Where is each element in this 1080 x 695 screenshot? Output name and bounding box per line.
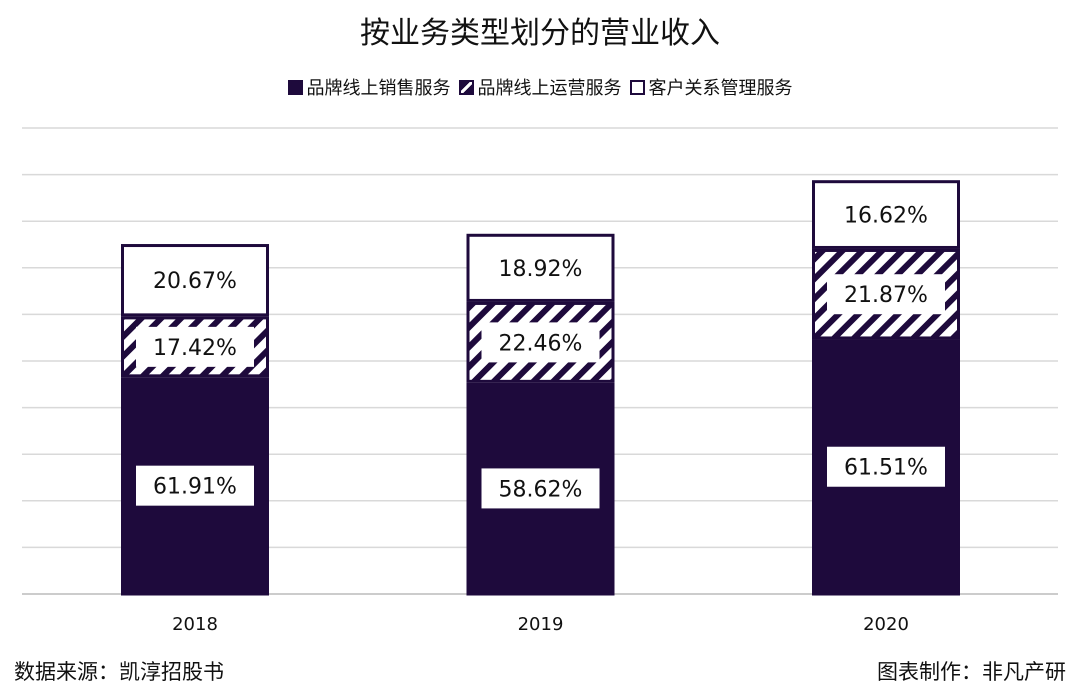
- bar-segment: [466, 233, 615, 302]
- x-tick-label: 2020: [863, 614, 909, 635]
- data-label: 16.62%: [844, 204, 928, 229]
- data-label-box: [827, 446, 945, 487]
- data-label: 61.51%: [844, 456, 928, 481]
- legend-swatch: [458, 79, 474, 95]
- x-tick-label: 2019: [518, 614, 564, 635]
- data-label: 20.67%: [153, 269, 237, 294]
- data-label: 17.42%: [153, 336, 237, 361]
- data-source: 数据来源：凯淳招股书: [14, 660, 224, 684]
- legend-item-crm: 客户关系管理服务: [629, 74, 793, 100]
- chart-title: 按业务类型划分的营业收入: [360, 16, 720, 51]
- x-tick-label: 2018: [172, 614, 218, 635]
- data-label: 18.92%: [499, 257, 583, 282]
- bar-segment: [812, 180, 960, 249]
- data-label-box: [136, 465, 254, 506]
- legend-item-online-operations: 品牌线上运营服务: [458, 74, 622, 100]
- data-label-box: [481, 322, 600, 363]
- data-label: 61.91%: [153, 475, 237, 500]
- data-label: 58.62%: [499, 477, 583, 502]
- legend-swatch: [629, 79, 645, 95]
- legend-swatch: [287, 79, 303, 95]
- chart-credit: 图表制作：非凡产研: [877, 660, 1066, 684]
- bar-segment: [121, 244, 269, 317]
- legend-label: 客户关系管理服务: [648, 78, 793, 99]
- legend-item-online-sales: 品牌线上销售服务: [287, 74, 451, 100]
- legend: 品牌线上销售服务 品牌线上运营服务 客户关系管理服务: [0, 74, 1080, 100]
- data-label-box: [136, 326, 254, 367]
- data-label: 22.46%: [499, 331, 583, 356]
- data-label-box: [481, 468, 600, 509]
- data-label-box: [827, 274, 945, 315]
- legend-label: 品牌线上运营服务: [477, 78, 622, 99]
- legend-label: 品牌线上销售服务: [306, 78, 451, 99]
- data-label: 21.87%: [844, 283, 928, 308]
